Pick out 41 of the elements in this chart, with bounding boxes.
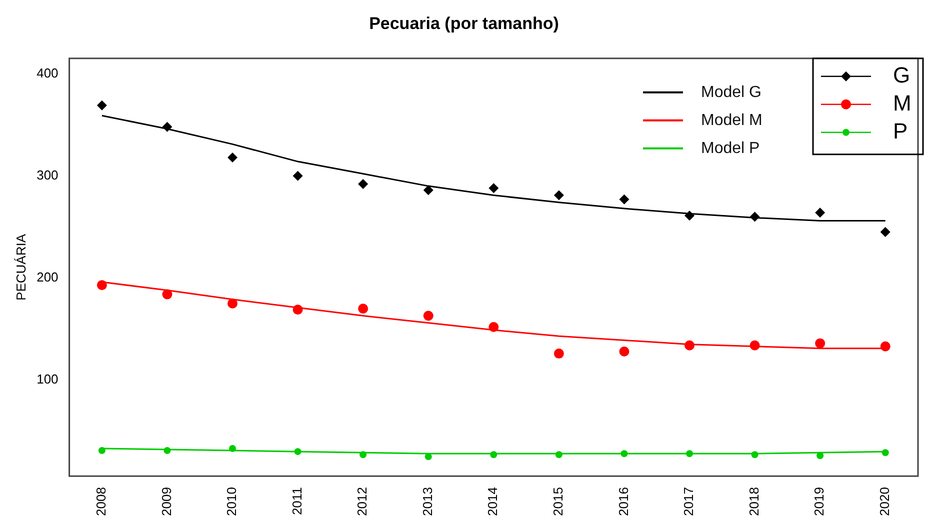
chart-title: Pecuaria (por tamanho) xyxy=(369,14,559,33)
y-tick-label: 100 xyxy=(36,372,58,387)
x-tick-label: 2018 xyxy=(746,487,762,516)
x-tick-label: 2013 xyxy=(420,487,435,516)
point xyxy=(292,170,303,181)
legend-label: Model P xyxy=(701,140,760,157)
x-tick-label: 2017 xyxy=(681,487,696,516)
x-tick-label: 2019 xyxy=(812,487,827,516)
x-tick-label: 2009 xyxy=(158,487,174,516)
point xyxy=(96,280,107,290)
legend-label: P xyxy=(893,118,908,144)
point xyxy=(228,152,238,162)
x-tick-label: 2010 xyxy=(224,487,240,516)
x-tick-label: 2012 xyxy=(354,487,370,516)
point xyxy=(619,194,630,204)
point xyxy=(423,310,434,321)
point xyxy=(423,185,434,196)
point xyxy=(880,227,890,238)
x-tick-label: 2020 xyxy=(876,487,892,516)
y-axis-title: PECUÁRIA xyxy=(13,234,28,300)
legend-label: Model M xyxy=(701,112,762,129)
point xyxy=(358,179,368,190)
x-tick-label: 2014 xyxy=(485,487,500,516)
x-tick-label: 2015 xyxy=(550,487,566,516)
legend-label: G xyxy=(893,62,910,88)
y-tick-label: 200 xyxy=(36,270,58,285)
y-tick-label: 400 xyxy=(36,65,58,80)
point xyxy=(96,100,107,110)
point xyxy=(554,190,564,200)
legend-label: Model G xyxy=(701,84,762,101)
point xyxy=(815,208,826,218)
y-tick-label: 300 xyxy=(36,167,58,182)
x-tick-label: 2011 xyxy=(289,487,304,516)
point xyxy=(358,304,368,314)
point xyxy=(619,346,630,356)
point xyxy=(488,183,499,194)
legend-label: M xyxy=(893,90,912,116)
x-tick-label: 2016 xyxy=(616,487,631,516)
point xyxy=(554,348,564,359)
point xyxy=(815,338,826,348)
x-tick-label: 2008 xyxy=(94,487,109,516)
